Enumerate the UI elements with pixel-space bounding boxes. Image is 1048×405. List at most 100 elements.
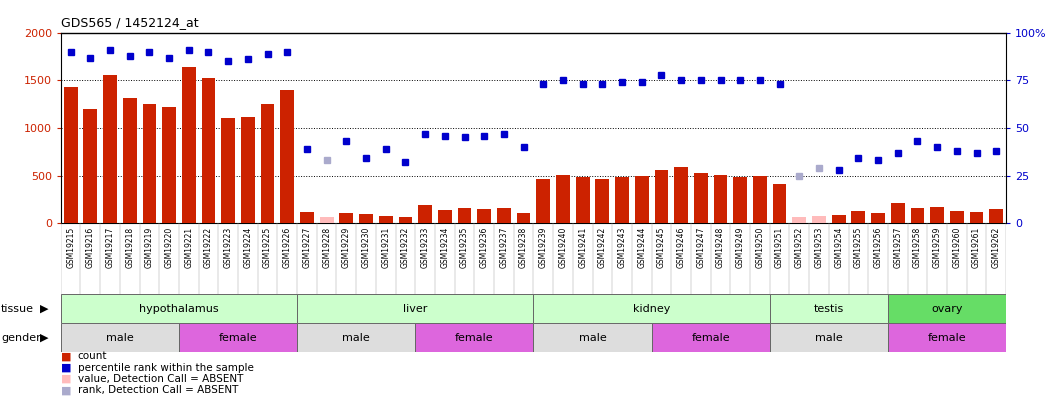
Bar <box>792 217 806 223</box>
Bar <box>84 109 97 223</box>
Bar <box>179 323 298 352</box>
Text: GSM19249: GSM19249 <box>736 227 745 268</box>
Bar <box>556 175 570 223</box>
Bar <box>298 294 533 323</box>
Bar <box>123 98 136 223</box>
Text: GSM19257: GSM19257 <box>893 227 902 268</box>
Bar <box>300 212 313 223</box>
Bar <box>851 211 866 223</box>
Text: GSM19247: GSM19247 <box>696 227 705 268</box>
Text: GSM19229: GSM19229 <box>342 227 351 268</box>
Text: GSM19234: GSM19234 <box>440 227 450 268</box>
Bar <box>655 170 669 223</box>
Bar <box>772 183 786 223</box>
Bar <box>969 212 983 223</box>
Text: GSM19220: GSM19220 <box>165 227 174 268</box>
Text: GSM19240: GSM19240 <box>559 227 567 268</box>
Text: GSM19262: GSM19262 <box>991 227 1001 268</box>
Text: GSM19217: GSM19217 <box>106 227 114 268</box>
Text: GSM19225: GSM19225 <box>263 227 272 268</box>
Text: ▶: ▶ <box>40 333 48 343</box>
Text: GSM19221: GSM19221 <box>184 227 193 268</box>
Text: GSM19243: GSM19243 <box>617 227 627 268</box>
Bar <box>201 77 216 223</box>
Bar <box>418 205 432 223</box>
Text: ▶: ▶ <box>40 304 48 313</box>
Bar <box>694 173 707 223</box>
Text: GSM19237: GSM19237 <box>500 227 508 268</box>
Bar <box>537 179 550 223</box>
Bar <box>595 179 609 223</box>
Bar <box>221 118 235 223</box>
Text: gender: gender <box>1 333 41 343</box>
Bar <box>871 213 885 223</box>
Bar <box>714 175 727 223</box>
Bar <box>281 90 294 223</box>
Bar <box>398 217 412 223</box>
Text: count: count <box>78 352 107 361</box>
Text: GSM19215: GSM19215 <box>66 227 75 268</box>
Text: GSM19258: GSM19258 <box>913 227 922 268</box>
Text: female: female <box>927 333 966 343</box>
Text: GSM19228: GSM19228 <box>322 227 331 268</box>
Bar <box>143 104 156 223</box>
Text: GSM19236: GSM19236 <box>480 227 488 268</box>
Text: female: female <box>692 333 730 343</box>
Text: GSM19252: GSM19252 <box>794 227 804 268</box>
Bar <box>378 215 393 223</box>
Text: GSM19261: GSM19261 <box>973 227 981 268</box>
Text: GSM19232: GSM19232 <box>401 227 410 268</box>
Bar <box>931 207 944 223</box>
Text: female: female <box>455 333 494 343</box>
Text: GSM19242: GSM19242 <box>597 227 607 268</box>
Bar <box>458 208 472 223</box>
Text: GSM19248: GSM19248 <box>716 227 725 268</box>
Bar <box>888 294 1006 323</box>
Text: GSM19223: GSM19223 <box>223 227 233 268</box>
Bar <box>674 167 689 223</box>
Bar <box>103 75 117 223</box>
Text: GSM19231: GSM19231 <box>381 227 390 268</box>
Bar <box>241 117 255 223</box>
Text: male: male <box>815 333 843 343</box>
Bar <box>911 209 924 223</box>
Bar <box>533 294 769 323</box>
Bar <box>652 323 769 352</box>
Text: liver: liver <box>403 304 428 313</box>
Bar <box>888 323 1006 352</box>
Text: ■: ■ <box>61 374 71 384</box>
Bar <box>989 209 1003 223</box>
Text: GSM19253: GSM19253 <box>814 227 824 268</box>
Bar <box>615 177 629 223</box>
Bar <box>949 211 964 223</box>
Bar <box>438 210 452 223</box>
Text: testis: testis <box>813 304 844 313</box>
Bar <box>261 104 275 223</box>
Text: tissue: tissue <box>1 304 34 313</box>
Bar <box>497 209 510 223</box>
Bar <box>517 213 530 223</box>
Text: GSM19227: GSM19227 <box>303 227 311 268</box>
Text: ■: ■ <box>61 363 71 373</box>
Bar <box>298 323 415 352</box>
Bar <box>832 215 846 223</box>
Text: female: female <box>219 333 258 343</box>
Text: GSM19250: GSM19250 <box>756 227 764 268</box>
Text: GSM19219: GSM19219 <box>145 227 154 268</box>
Text: hypothalamus: hypothalamus <box>139 304 219 313</box>
Text: ovary: ovary <box>932 304 963 313</box>
Text: GSM19254: GSM19254 <box>834 227 844 268</box>
Text: GSM19260: GSM19260 <box>953 227 961 268</box>
Bar <box>769 323 888 352</box>
Bar <box>340 213 353 223</box>
Bar <box>575 177 590 223</box>
Bar <box>754 176 767 223</box>
Bar <box>635 176 649 223</box>
Text: GSM19235: GSM19235 <box>460 227 470 268</box>
Text: value, Detection Call = ABSENT: value, Detection Call = ABSENT <box>78 374 243 384</box>
Text: male: male <box>106 333 134 343</box>
Bar <box>769 294 888 323</box>
Text: GSM19241: GSM19241 <box>578 227 587 268</box>
Text: GSM19230: GSM19230 <box>362 227 371 268</box>
Bar <box>162 107 176 223</box>
